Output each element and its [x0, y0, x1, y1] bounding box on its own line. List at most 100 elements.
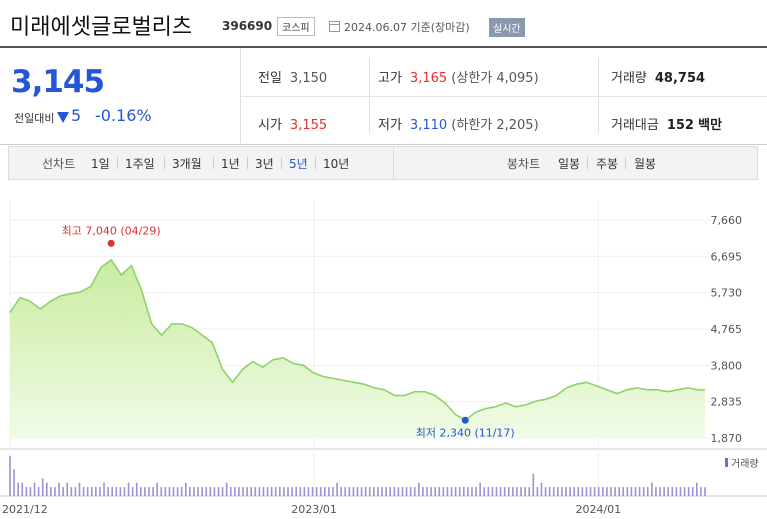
max-marker: [107, 239, 115, 247]
volume-bar: [103, 482, 105, 496]
prev-close-label: 전일: [258, 71, 282, 86]
volume-legend-swatch: [725, 458, 728, 467]
volume-bar: [197, 487, 199, 496]
volume-bar: [41, 478, 44, 496]
volume-bar: [565, 487, 567, 496]
open-cell: 시가 3,155: [258, 114, 327, 133]
volume-bar: [246, 487, 248, 496]
volume-bar: [360, 487, 363, 496]
volume-bar: [164, 487, 167, 496]
volume-bar: [614, 487, 616, 496]
volume-bar: [352, 487, 355, 496]
volume-bar: [368, 487, 371, 496]
volume-legend-label: 거래량: [731, 458, 759, 470]
volume-bar: [389, 487, 392, 496]
volume-bar: [242, 487, 244, 496]
volume-bar: [213, 487, 216, 496]
volume-bar: [626, 487, 629, 496]
volume-bar: [287, 487, 289, 496]
volume-bar: [479, 482, 481, 496]
volume-bar: [422, 487, 424, 496]
volume-bar: [315, 487, 318, 496]
volume-bar: [630, 487, 633, 496]
max-annotation: 최고 7,040 (04/29): [62, 224, 161, 237]
volume-bar: [475, 487, 477, 496]
volume-bar: [552, 487, 555, 496]
volume-bar: [144, 487, 146, 496]
candle-weekly[interactable]: 주봉: [596, 157, 619, 171]
y-tick-label: 7,660: [711, 214, 743, 227]
volume-bar: [58, 482, 60, 496]
quote-panel: 3,145 전일대비 5 -0.16% 전일 3,150 고가 3,165 (상한가…: [0, 46, 767, 145]
calendar-icon: [329, 21, 340, 32]
stock-name: 미래에셋글로벌리츠: [10, 15, 193, 40]
volume-bar: [107, 487, 109, 496]
candle-daily[interactable]: 일봉: [558, 157, 581, 171]
low-cell: 저가 3,110 (하한가 2,205): [378, 114, 539, 133]
separator: [247, 157, 248, 169]
volume-bar: [487, 487, 490, 496]
candle-monthly[interactable]: 월봉: [634, 157, 657, 171]
volume-bar: [548, 487, 551, 496]
volume-bar: [450, 487, 453, 496]
volume-bar: [229, 487, 232, 496]
volume-bar: [471, 487, 473, 496]
volume-bar: [442, 487, 445, 496]
period-3y[interactable]: 3년: [255, 157, 274, 171]
separator: [117, 157, 118, 169]
volume-bar: [180, 487, 183, 496]
divider: [393, 147, 394, 179]
y-tick-label: 2,835: [711, 396, 743, 409]
volume-bar: [66, 482, 69, 496]
trade-value: 152: [666, 118, 694, 133]
period-5y[interactable]: 5년: [289, 157, 308, 171]
volume-label: 거래량: [611, 71, 647, 86]
volume-bar: [148, 487, 150, 496]
volume-bar: [638, 487, 641, 496]
period-10y[interactable]: 10년: [323, 157, 350, 171]
period-1d[interactable]: 1일: [91, 157, 110, 171]
volume-bar: [29, 487, 32, 496]
volume-bar: [319, 487, 322, 496]
price-chart: 7,660 6,695 5,730 4,765 3,800 2,835 1,870 2021…: [0, 200, 767, 516]
volume-bar: [418, 482, 420, 496]
volume-bar: [78, 482, 81, 496]
low-value: 3,110: [409, 118, 448, 133]
realtime-button[interactable]: 실시간: [489, 18, 525, 37]
volume-bar: [238, 487, 240, 496]
volume-bar: [140, 487, 142, 496]
volume-bar: [74, 487, 77, 496]
period-3m[interactable]: 3개월: [172, 157, 202, 171]
volume-bar: [512, 487, 514, 496]
volume-bar: [675, 487, 678, 496]
volume-bar: [348, 487, 351, 496]
volume-bar: [160, 487, 163, 496]
volume-bar: [21, 482, 24, 496]
volume-bar: [25, 487, 28, 496]
volume-bar: [205, 487, 208, 496]
x-tick-label: 2021/12: [2, 503, 48, 516]
volume-bar: [618, 487, 620, 496]
volume-bar: [127, 482, 130, 496]
y-tick-label: 4,765: [711, 323, 743, 336]
trade-value-label: 거래대금: [611, 118, 659, 133]
line-chart-label: 선차트: [42, 157, 76, 171]
min-annotation: 최저 2,340 (11/17): [416, 426, 515, 439]
high-value: 3,165: [409, 71, 448, 86]
y-tick-label: 1,870: [711, 432, 743, 445]
volume-value: 48,754: [654, 71, 706, 86]
separator: [213, 157, 214, 169]
stock-header: 미래에셋글로벌리츠 396690 코스피 2024.06.07 기준(장마감) …: [0, 0, 767, 44]
volume-bar: [606, 487, 608, 496]
volume-bar: [655, 487, 657, 496]
volume-bar: [254, 487, 257, 496]
volume-bar: [610, 487, 612, 496]
volume-cell: 거래량 48,754: [611, 67, 705, 86]
volume-bar: [634, 487, 637, 496]
period-1w[interactable]: 1주일: [125, 157, 155, 171]
volume-bar: [340, 487, 342, 496]
volume-bar: [557, 487, 559, 496]
divider: [598, 58, 599, 133]
volume-bar: [291, 487, 293, 496]
period-1y[interactable]: 1년: [221, 157, 240, 171]
